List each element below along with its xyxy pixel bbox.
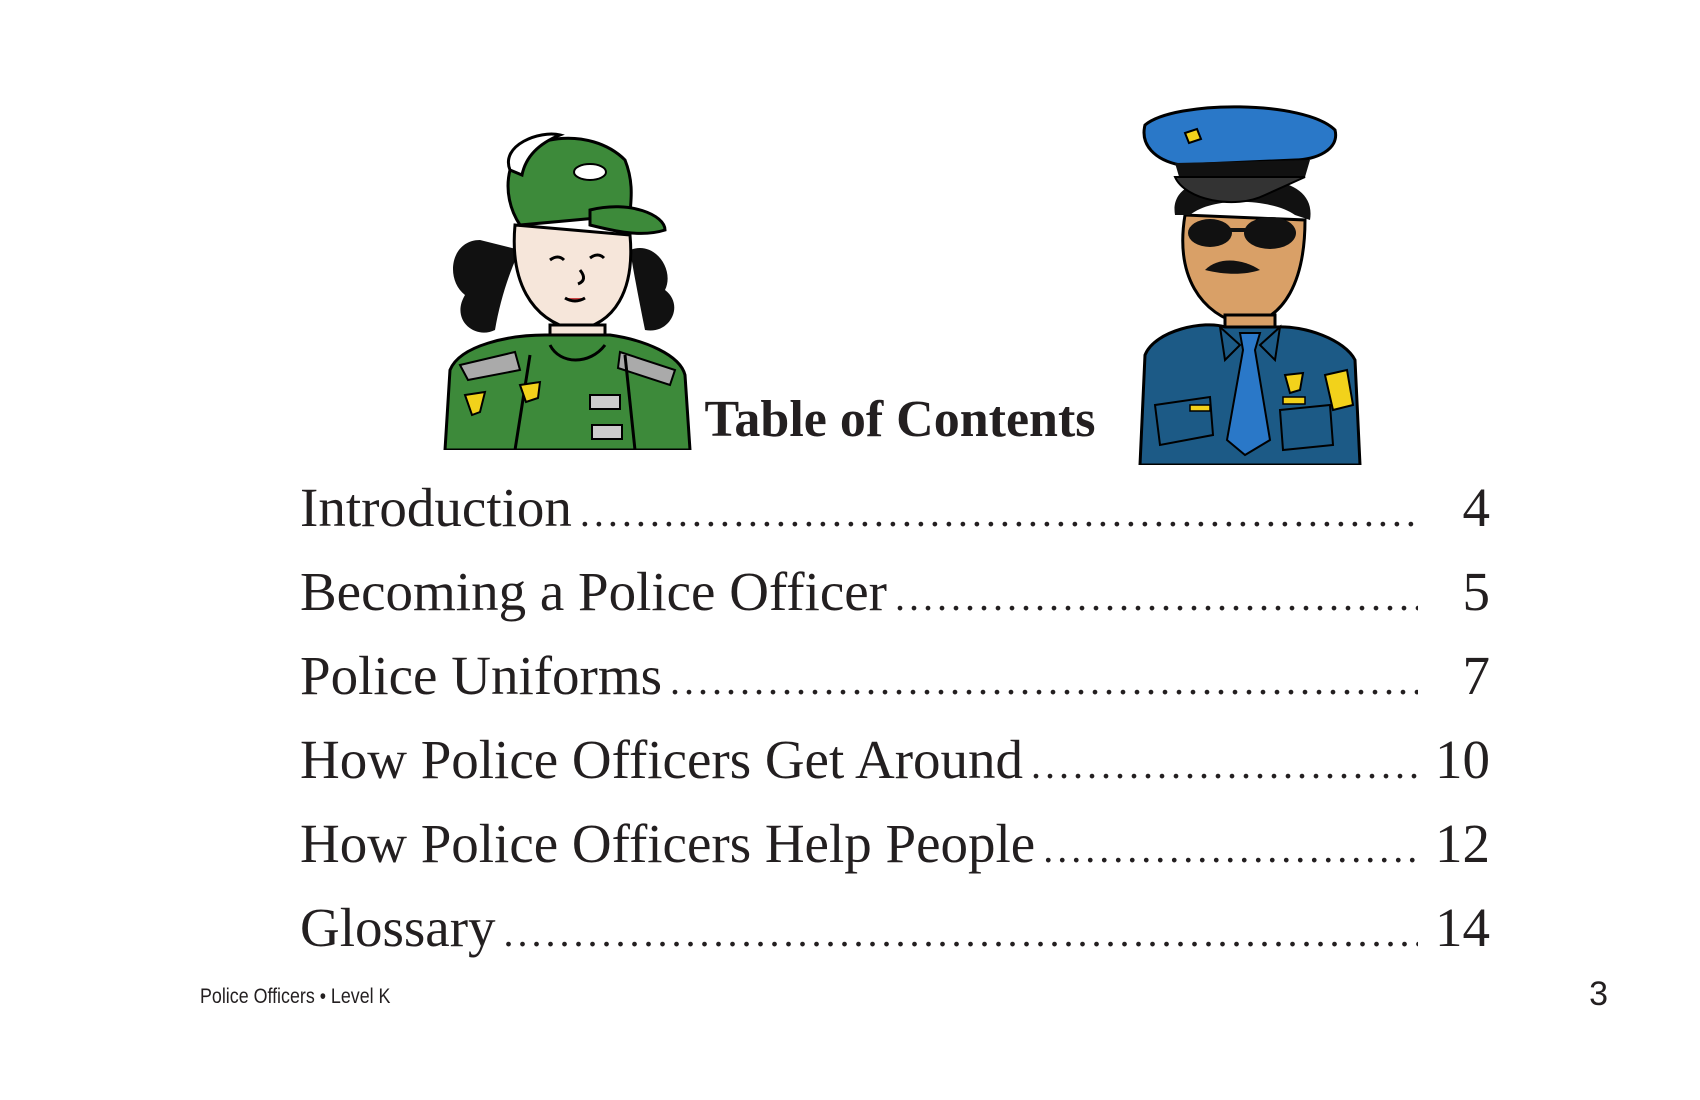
toc-entry-label: How Police Officers Get Around — [300, 729, 1024, 790]
dot-leader — [895, 555, 1418, 639]
toc-row: Introduction 4 — [300, 466, 1490, 550]
table-of-contents: Introduction 4 Becoming a Police Officer… — [300, 466, 1490, 970]
toc-row: How Police Officers Get Around 10 — [300, 718, 1490, 802]
toc-entry-label: Becoming a Police Officer — [300, 561, 887, 622]
toc-row: Police Uniforms 7 — [300, 634, 1490, 718]
toc-entry-label: Glossary — [300, 897, 496, 958]
page-number: 3 — [1589, 975, 1608, 1013]
toc-row: How Police Officers Help People 12 — [300, 802, 1490, 886]
toc-entry-page: 5 — [1462, 561, 1491, 622]
toc-entry-page: 7 — [1462, 645, 1491, 706]
dot-leader — [580, 471, 1418, 555]
toc-entry-page: 4 — [1462, 477, 1491, 538]
dot-leader — [504, 891, 1418, 975]
toc-entry-label: Introduction — [300, 477, 572, 538]
toc-entry-page: 12 — [1435, 813, 1490, 874]
toc-row: Becoming a Police Officer 5 — [300, 550, 1490, 634]
book-footer: Police Officers • Level K — [200, 985, 391, 1008]
toc-title: Table of Contents — [704, 391, 1096, 448]
female-officer-illustration — [443, 132, 692, 450]
dot-leader — [670, 639, 1418, 723]
toc-entry-page: 14 — [1435, 897, 1490, 958]
toc-entry-label: How Police Officers Help People — [300, 813, 1036, 874]
toc-row: Glossary 14 — [300, 886, 1490, 970]
toc-entry-label: Police Uniforms — [300, 645, 663, 706]
male-officer-illustration — [1138, 105, 1362, 465]
dot-leader — [1031, 723, 1418, 807]
dot-leader — [1043, 807, 1418, 891]
toc-entry-page: 10 — [1435, 729, 1490, 790]
